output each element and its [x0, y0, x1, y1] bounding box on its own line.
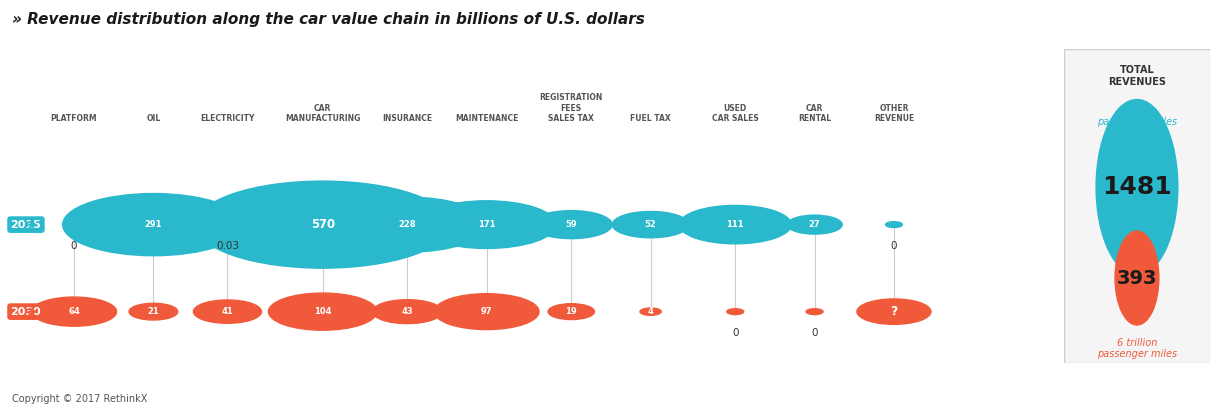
- Circle shape: [530, 211, 612, 239]
- Circle shape: [193, 300, 261, 323]
- Text: 570: 570: [310, 218, 334, 231]
- Circle shape: [857, 299, 931, 324]
- Text: 0.03: 0.03: [216, 241, 240, 251]
- Text: TOTAL
REVENUES: TOTAL REVENUES: [1108, 65, 1166, 87]
- Text: OIL: OIL: [146, 114, 161, 123]
- Circle shape: [32, 297, 117, 326]
- Text: 104: 104: [314, 307, 332, 316]
- Text: 2030: 2030: [11, 307, 41, 317]
- Text: 2015: 2015: [11, 220, 41, 229]
- Text: 393: 393: [1116, 269, 1158, 288]
- Text: 21: 21: [147, 307, 159, 316]
- Text: ELECTRICITY: ELECTRICITY: [201, 114, 254, 123]
- Text: Copyright © 2017 RethinkX: Copyright © 2017 RethinkX: [12, 394, 147, 404]
- Text: 97: 97: [480, 307, 492, 316]
- Text: USED
CAR SALES: USED CAR SALES: [711, 104, 759, 123]
- Circle shape: [1096, 100, 1178, 275]
- Circle shape: [66, 222, 83, 227]
- Text: 64: 64: [68, 307, 80, 316]
- Circle shape: [1115, 231, 1159, 325]
- Text: CAR
MANUFACTURING: CAR MANUFACTURING: [285, 104, 360, 123]
- Circle shape: [417, 201, 556, 248]
- Text: OTHER
REVENUE: OTHER REVENUE: [874, 104, 914, 123]
- Circle shape: [806, 309, 823, 314]
- Text: 27: 27: [809, 220, 821, 229]
- Text: CAR
RENTAL: CAR RENTAL: [798, 104, 832, 123]
- Text: 0: 0: [811, 328, 818, 338]
- Circle shape: [613, 211, 689, 238]
- Circle shape: [196, 181, 450, 268]
- Circle shape: [787, 215, 843, 234]
- Circle shape: [63, 194, 244, 256]
- Text: 59: 59: [565, 220, 578, 229]
- Circle shape: [215, 220, 240, 229]
- Text: 111: 111: [726, 220, 744, 229]
- Text: 1481: 1481: [1102, 175, 1172, 199]
- Circle shape: [640, 308, 662, 315]
- Text: 0: 0: [732, 328, 738, 338]
- Text: 228: 228: [399, 220, 416, 229]
- Text: 291: 291: [145, 220, 162, 229]
- Text: 4 trillion
passenger miles: 4 trillion passenger miles: [1097, 106, 1177, 127]
- FancyBboxPatch shape: [1064, 49, 1210, 363]
- Circle shape: [680, 206, 792, 244]
- Circle shape: [885, 222, 902, 227]
- Circle shape: [269, 293, 377, 330]
- Text: 43: 43: [401, 307, 413, 316]
- Text: REGISTRATION
FEES
SALES TAX: REGISTRATION FEES SALES TAX: [540, 93, 603, 123]
- Text: 4: 4: [648, 307, 653, 316]
- Text: 6 trillion
passenger miles: 6 trillion passenger miles: [1097, 337, 1177, 359]
- Text: 0: 0: [71, 241, 78, 251]
- Text: 0: 0: [890, 241, 897, 251]
- Text: » Revenue distribution along the car value chain in billions of U.S. dollars: » Revenue distribution along the car val…: [12, 12, 644, 27]
- Circle shape: [434, 294, 539, 330]
- Text: 19: 19: [565, 307, 578, 316]
- Text: INSURANCE: INSURANCE: [382, 114, 433, 123]
- Circle shape: [372, 300, 443, 323]
- Text: 41: 41: [221, 307, 233, 316]
- Text: PLATFORM: PLATFORM: [51, 114, 97, 123]
- Text: MAINTENANCE: MAINTENANCE: [455, 114, 518, 123]
- Text: 171: 171: [478, 220, 495, 229]
- Text: FUEL TAX: FUEL TAX: [630, 114, 671, 123]
- Circle shape: [327, 197, 488, 252]
- Text: 52: 52: [644, 220, 657, 229]
- Circle shape: [727, 309, 744, 314]
- Circle shape: [129, 303, 178, 320]
- Text: ?: ?: [890, 305, 897, 318]
- Circle shape: [548, 304, 595, 320]
